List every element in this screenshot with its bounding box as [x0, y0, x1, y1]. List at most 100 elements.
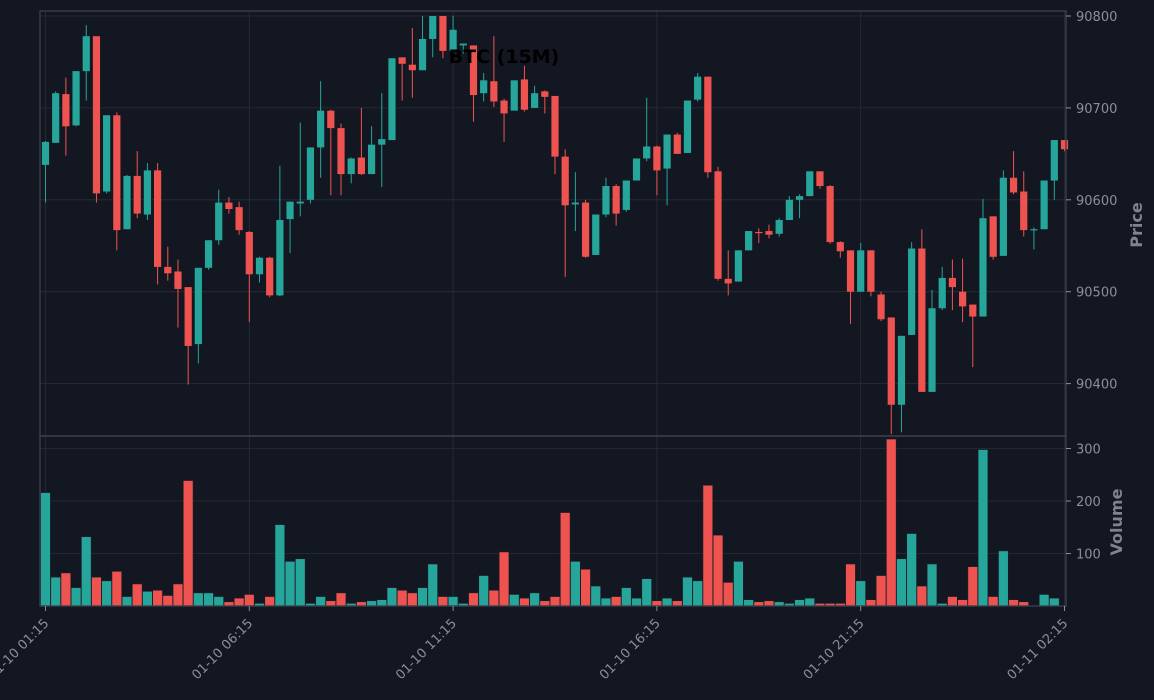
volume-bar	[274, 524, 286, 607]
candle-body	[867, 250, 875, 292]
volume-bar	[1008, 599, 1019, 607]
volume-bar	[386, 587, 398, 607]
candle-body	[765, 231, 773, 235]
volume-bar	[967, 566, 978, 607]
candle-body	[897, 335, 906, 405]
volume-bar	[987, 596, 999, 607]
candle-body	[826, 186, 834, 243]
volume-bar	[437, 596, 449, 607]
volume-bar	[896, 558, 907, 607]
candle-body	[694, 76, 702, 100]
candle-body	[581, 202, 590, 257]
volume-bar	[427, 563, 438, 607]
volume-bar	[672, 600, 683, 607]
volume-bar	[325, 600, 337, 607]
candle-body	[531, 93, 539, 108]
volume-bar	[875, 575, 887, 607]
candle-body	[908, 248, 916, 335]
volume-bar	[468, 592, 479, 607]
volume-bar	[559, 512, 571, 607]
price-tick-label: 90800	[1076, 10, 1117, 25]
volume-bar	[50, 576, 61, 607]
candle-body	[999, 177, 1007, 256]
price-tick-label: 90400	[1076, 378, 1117, 393]
volume-bar	[702, 484, 714, 607]
candle-body	[561, 156, 569, 206]
candle-body	[918, 248, 926, 392]
candle-body	[439, 16, 447, 51]
volume-bar	[682, 576, 693, 607]
candle-body	[204, 240, 213, 268]
volume-bar	[366, 600, 377, 607]
candle-body	[959, 291, 967, 307]
volume-bar	[111, 571, 123, 607]
volume-bar	[570, 561, 581, 607]
candle-body	[235, 207, 243, 231]
candle-body	[673, 134, 681, 154]
candle-body	[969, 304, 977, 317]
volume-bar	[641, 578, 652, 607]
candle-body	[653, 146, 661, 171]
candle-body	[816, 171, 824, 187]
candle-body	[602, 186, 610, 215]
candle-body	[62, 94, 70, 127]
candle-body	[714, 171, 722, 279]
volume-bar	[519, 597, 530, 607]
volume-bar	[916, 585, 928, 607]
candle-body	[52, 93, 60, 143]
candle-body	[612, 186, 620, 214]
candle-body	[683, 100, 692, 153]
volume-bar	[509, 594, 520, 607]
candle-body	[72, 71, 80, 126]
volume-bar	[101, 580, 112, 607]
volume-bar	[407, 592, 418, 607]
volume-bar	[315, 596, 326, 607]
volume-axis-label: Volume	[1107, 488, 1126, 555]
candle-body	[979, 218, 987, 317]
volume-bar	[172, 583, 184, 607]
volume-bar	[81, 536, 92, 607]
candle-body	[571, 202, 579, 205]
volume-tick-label: 200	[1076, 495, 1101, 510]
candle-body	[255, 257, 264, 275]
candle-body	[775, 220, 783, 234]
candle-body	[836, 242, 844, 252]
candle-body	[877, 294, 885, 320]
price-axis-label: Price	[1127, 202, 1146, 248]
candle-body	[806, 171, 814, 197]
candle-body	[113, 115, 121, 231]
candle-body	[745, 231, 753, 251]
candle-body	[592, 214, 600, 255]
candle-body	[357, 157, 365, 175]
volume-bar	[998, 550, 1009, 607]
candle-body	[520, 79, 529, 110]
volume-bar	[600, 597, 612, 607]
volume-tick-label: 100	[1076, 548, 1101, 563]
candle-body	[795, 196, 804, 200]
candle-body	[724, 278, 732, 284]
candle-body	[337, 128, 345, 175]
candle-body	[704, 76, 712, 173]
volume-bar	[692, 580, 703, 607]
candle-body	[755, 231, 763, 234]
candle-body	[846, 250, 855, 292]
volume-bar	[886, 438, 897, 607]
volume-bar	[376, 599, 387, 607]
volume-tick-label: 300	[1076, 443, 1101, 458]
candle-body	[663, 134, 671, 169]
volume-bar	[295, 558, 306, 607]
volume-bar	[152, 589, 163, 607]
volume-bar	[947, 596, 958, 607]
candle-body	[500, 100, 508, 114]
volume-bar	[539, 600, 551, 607]
candle-body	[306, 147, 315, 200]
candle-body	[1009, 177, 1018, 193]
candle-body	[327, 110, 335, 129]
candle-body	[174, 271, 182, 289]
candle-body	[123, 175, 131, 230]
volume-bar	[631, 597, 642, 607]
candle-body	[153, 170, 162, 267]
volume-bar	[121, 596, 133, 607]
candle-body	[734, 250, 743, 282]
candle-body	[887, 317, 895, 405]
